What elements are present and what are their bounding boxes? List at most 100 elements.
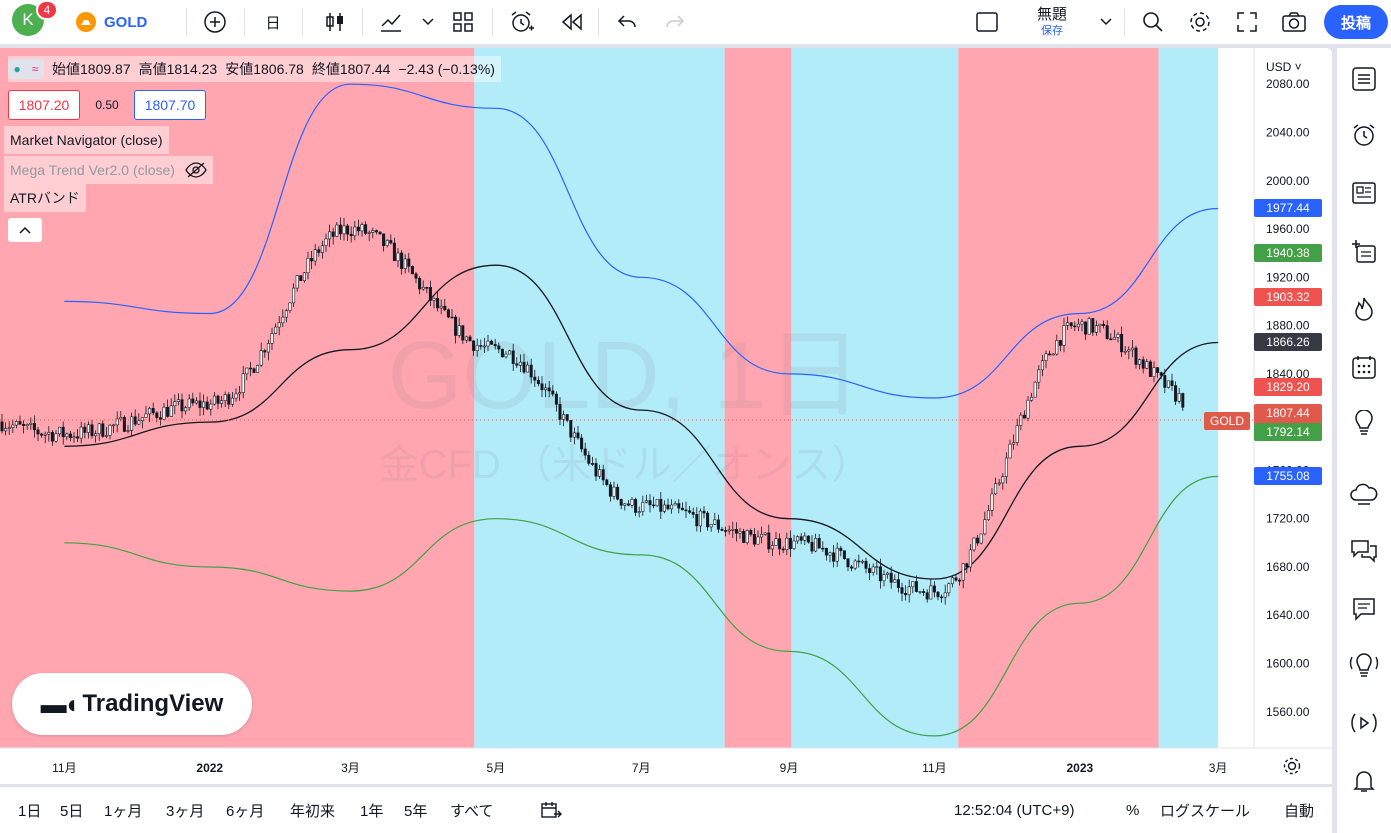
candle-body xyxy=(954,577,958,581)
candle-body xyxy=(234,393,238,399)
log-scale-toggle[interactable]: ログスケール xyxy=(1160,802,1251,820)
hotlist-fire-icon[interactable] xyxy=(1349,294,1379,324)
candle-body xyxy=(209,403,213,410)
gear-icon[interactable] xyxy=(1185,0,1215,44)
candle-body xyxy=(425,287,429,289)
ohlc-legend: ● ≈ 始値 1809.87 高値 1814.23 安値 1806.78 終値 1807.… xyxy=(8,56,501,82)
chart-pane[interactable]: GOLD, 1日 金CFD （米ドル／オンス） 2080.00 2040.00 20… xyxy=(0,48,1332,784)
candle-body xyxy=(169,405,173,417)
layout-name-button[interactable]: 無題 保存 xyxy=(1024,0,1080,44)
range-button[interactable]: 1日 xyxy=(18,802,42,820)
candle-body xyxy=(1008,443,1012,459)
layout-square-icon[interactable] xyxy=(972,0,1002,44)
indicator-mega-trend[interactable]: Mega Trend Ver2.0 (close) xyxy=(4,156,213,184)
sell-bid-button[interactable]: 1807.20 xyxy=(8,90,80,120)
candle-body xyxy=(648,500,652,506)
range-button[interactable]: 3ヶ月 xyxy=(166,802,205,820)
eye-hidden-icon[interactable] xyxy=(185,162,207,178)
candle-body xyxy=(0,421,4,432)
range-button[interactable]: 5日 xyxy=(60,802,84,820)
candle-body xyxy=(389,240,393,244)
alert-clock-icon[interactable] xyxy=(506,0,538,44)
replay-icon[interactable] xyxy=(556,0,586,44)
candle-body xyxy=(878,566,882,582)
range-button[interactable]: 年初来 xyxy=(290,802,336,820)
percent-scale-toggle[interactable]: % xyxy=(1126,801,1140,819)
tradingview-logo[interactable]: ▬◖ TradingView xyxy=(12,673,252,735)
fullscreen-icon[interactable] xyxy=(1232,0,1262,44)
compare-add-icon[interactable] xyxy=(200,0,230,44)
candle-body xyxy=(396,252,400,262)
candle-body xyxy=(583,448,587,456)
candle-body xyxy=(500,348,504,358)
candle-body xyxy=(752,534,756,545)
undo-icon[interactable] xyxy=(612,0,642,44)
chevron-down-icon[interactable] xyxy=(418,0,438,44)
clock-timezone[interactable]: 12:52:04 (UTC+9) xyxy=(954,801,1075,819)
candles-icon[interactable] xyxy=(320,0,350,44)
candle-body xyxy=(612,486,616,497)
symbol-search-button[interactable]: GOLD xyxy=(76,0,156,44)
interval-button[interactable]: 日 xyxy=(265,14,281,32)
notifications-bell-icon[interactable] xyxy=(1349,766,1379,796)
indicator-market-navigator[interactable]: Market Navigator (close) xyxy=(4,126,169,154)
templates-grid-icon[interactable] xyxy=(448,0,478,44)
candle-body xyxy=(173,401,177,407)
candle-body xyxy=(914,581,918,592)
eye-toggle-icon[interactable]: ● ≈ xyxy=(8,59,44,79)
indicators-icon[interactable] xyxy=(376,0,406,44)
chat-cloud-icon[interactable] xyxy=(1349,480,1379,510)
date-range-icon[interactable] xyxy=(540,787,562,833)
candle-body xyxy=(716,519,720,530)
candle-body xyxy=(529,364,533,378)
auto-scale-toggle[interactable]: 自動 xyxy=(1284,802,1315,820)
spread-value: 0.50 xyxy=(95,98,119,112)
regime-region xyxy=(724,48,792,748)
candle-body xyxy=(565,414,569,421)
calendar-icon[interactable] xyxy=(1349,352,1379,382)
candle-body xyxy=(670,504,674,510)
candle-body xyxy=(54,433,58,442)
candle-body xyxy=(630,499,634,506)
indicator-atr-band[interactable]: ATRバンド xyxy=(4,184,86,212)
candle-body xyxy=(65,433,69,438)
broadcast-bulb-icon[interactable] xyxy=(1349,650,1379,680)
news-icon[interactable] xyxy=(1349,178,1379,208)
collapse-legend-button[interactable] xyxy=(8,218,42,242)
search-icon[interactable] xyxy=(1138,0,1168,44)
candle-body xyxy=(1030,396,1034,401)
price-chart[interactable]: GOLD, 1日 金CFD （米ドル／オンス） 2080.00 2040.00 20… xyxy=(0,48,1332,784)
camera-icon[interactable] xyxy=(1279,0,1309,44)
candle-body xyxy=(907,586,911,596)
axis-settings-gear-icon[interactable] xyxy=(1282,756,1302,781)
range-button[interactable]: 1年 xyxy=(360,802,384,820)
range-button[interactable]: 5年 xyxy=(404,802,428,820)
candle-body xyxy=(497,345,501,350)
candle-body xyxy=(1001,476,1005,484)
redo-icon[interactable] xyxy=(660,0,690,44)
alarm-clock-icon[interactable] xyxy=(1349,120,1379,150)
price-tick-label: 1960.00 xyxy=(1266,222,1310,236)
chats-icon[interactable] xyxy=(1349,536,1379,566)
candle-body xyxy=(414,273,418,279)
range-button[interactable]: 1ヶ月 xyxy=(104,802,143,820)
streams-play-icon[interactable] xyxy=(1349,708,1379,738)
layout-chevron-down-icon[interactable] xyxy=(1096,0,1116,44)
add-list-icon[interactable] xyxy=(1349,236,1379,266)
candle-body xyxy=(29,422,33,425)
currency-selector[interactable]: USD ˅ xyxy=(1266,60,1302,74)
ideas-bulb-icon[interactable] xyxy=(1349,408,1379,438)
watchlist-icon[interactable] xyxy=(1349,64,1379,94)
candle-body xyxy=(727,529,731,532)
range-button[interactable]: 6ヶ月 xyxy=(226,802,265,820)
comments-icon[interactable] xyxy=(1349,594,1379,624)
watermark-subtitle: 金CFD （米ドル／オンス） xyxy=(379,443,872,487)
range-button[interactable]: すべて xyxy=(450,802,494,820)
close-label: 終値 xyxy=(311,61,340,77)
candle-body xyxy=(778,538,782,550)
candle-body xyxy=(313,249,317,262)
buy-ask-button[interactable]: 1807.70 xyxy=(134,90,206,120)
candle-body xyxy=(770,545,774,550)
publish-button[interactable]: 投稿 xyxy=(1324,5,1388,39)
candle-body xyxy=(299,275,303,281)
